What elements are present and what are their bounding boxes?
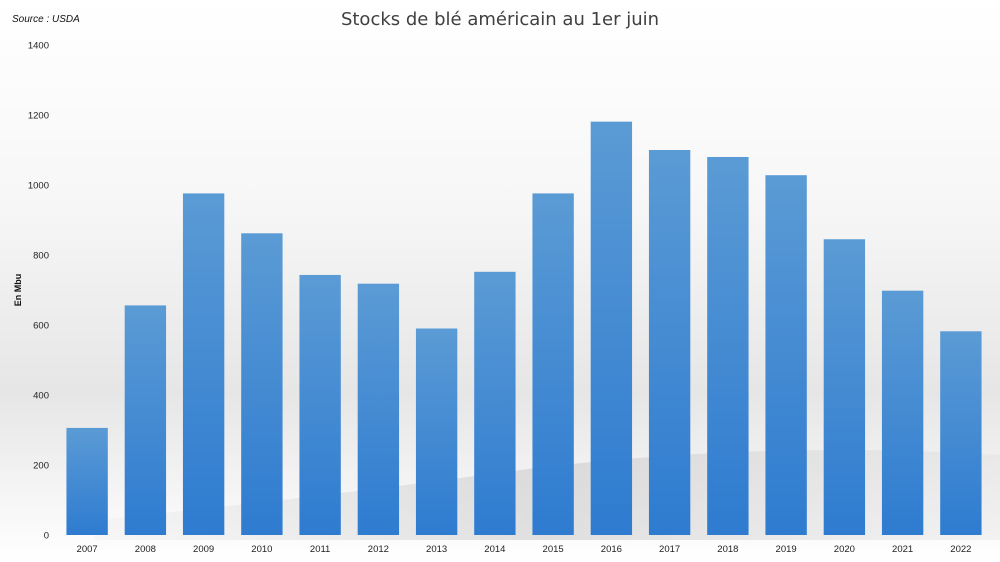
source-note: Source : USDA [12,14,80,25]
bar-2015 [532,193,574,535]
x-tick-label: 2008 [135,544,156,555]
x-tick-label: 2007 [77,544,98,555]
bar-2019 [765,175,807,535]
y-tick-label: 800 [33,251,49,262]
y-axis: 0 200 400 600 800 1000 1200 1400 [28,41,49,542]
bar-2010 [241,233,283,536]
y-tick-label: 200 [33,461,49,472]
x-tick-label: 2010 [251,544,272,555]
x-tick-label: 2013 [426,544,447,555]
x-tick-label: 2016 [601,544,622,555]
bar-2013 [415,328,458,535]
x-tick-label: 2009 [193,544,214,555]
y-tick-label: 0 [44,531,49,542]
y-tick-label: 1400 [28,41,49,52]
bar-2007 [66,427,108,535]
x-tick-label: 2014 [484,544,505,555]
x-tick-label: 2020 [834,544,855,555]
bar-2012 [357,283,400,535]
x-tick-label: 2015 [543,544,564,555]
y-tick-label: 400 [33,391,49,402]
x-tick-label: 2017 [659,544,680,555]
bar-2022 [940,331,982,535]
bar-2011 [299,274,341,535]
y-tick-label: 600 [33,321,49,332]
x-tick-label: 2022 [950,544,971,555]
y-tick-label: 1000 [28,181,49,192]
x-tick-label: 2011 [310,544,330,555]
bar-2020 [823,239,866,535]
x-tick-label: 2019 [776,544,797,555]
bars [66,121,982,536]
bar-2021 [881,290,924,535]
x-tick-label: 2018 [717,544,738,555]
x-tick-label: 2012 [368,544,389,555]
bar-2009 [182,193,225,535]
bar-2014 [474,271,516,535]
y-tick-label: 1200 [28,111,49,122]
x-tick-label: 2021 [892,544,913,555]
bar-2008 [124,305,167,535]
bar-2017 [648,150,691,535]
bar-2018 [707,157,749,535]
bar-2016 [590,121,633,536]
y-axis-label: En Mbu [13,274,23,307]
x-axis: 2007 2008 2009 2010 2011 2012 2013 2014 2015 2016… [77,544,972,555]
chart-title: Stocks de blé américain au 1er juin [340,9,660,30]
